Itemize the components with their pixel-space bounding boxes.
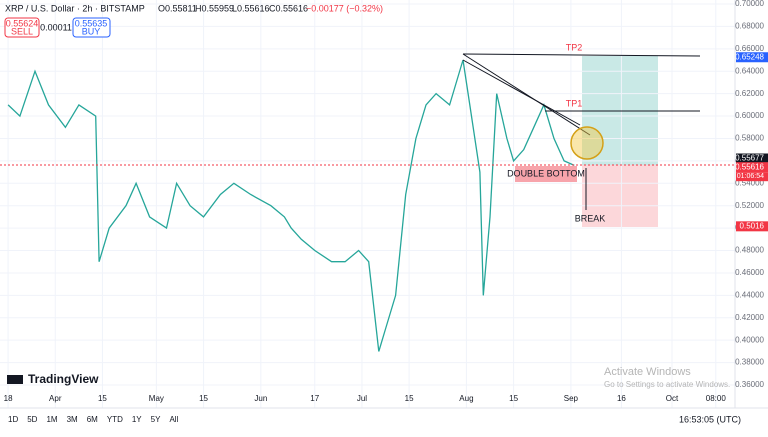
ohlc: H0.55959 [195, 3, 234, 13]
buy-label: BUY [82, 26, 101, 36]
symbol: XRP / U.S. Dollar · 2h · BITSTAMP [5, 3, 145, 13]
y-tick-label: 0.38000 [735, 358, 764, 367]
y-tick-label: 0.36000 [735, 380, 764, 389]
ohlc: O0.55811 [158, 3, 197, 13]
price-marker [736, 221, 768, 232]
y-tick-label: 0.64000 [735, 66, 764, 75]
x-tick-label: Oct [666, 394, 679, 403]
x-tick-label: Jul [357, 394, 367, 403]
annotation: TP1 [566, 98, 583, 108]
sell-price: 0.55624 [6, 18, 39, 28]
label-box [515, 166, 577, 182]
x-tick-label: 15 [509, 394, 518, 403]
annotation: TP2 [566, 42, 583, 52]
range-button[interactable]: 1D [8, 415, 18, 424]
range-button[interactable]: 3M [67, 415, 78, 424]
highlight-circle [570, 126, 604, 160]
sell-button[interactable] [4, 17, 40, 38]
header: XRP / U.S. Dollar · 2h · BITSTAMP O0.558… [4, 3, 383, 38]
clock: 16:53:05 (UTC) [679, 414, 741, 424]
range-button[interactable]: 6M [87, 415, 98, 424]
buy-button[interactable] [72, 17, 111, 38]
annotation: DOUBLE BOTTOM [507, 168, 585, 178]
buy-price: 0.55635 [75, 18, 108, 28]
range-button[interactable]: 5Y [151, 415, 161, 424]
x-tick-label: 18 [4, 394, 13, 403]
y-tick-label: 0.60000 [735, 111, 764, 120]
trend-line [462, 59, 581, 126]
price-marker [736, 153, 768, 164]
y-tick-label: 0.62000 [735, 89, 764, 98]
price-marker-label: 0.65248 [735, 52, 764, 61]
x-tick-label: Aug [459, 394, 473, 403]
x-tick-label: 15 [199, 394, 208, 403]
x-tick-label: 17 [310, 394, 319, 403]
y-tick-label: 0.70000 [735, 0, 764, 8]
x-tick-label: May [149, 394, 164, 403]
sell-label: SELL [11, 26, 33, 36]
y-tick-label: 0.40000 [735, 335, 764, 344]
x-tick-label: Jun [254, 394, 267, 403]
watermark: Go to Settings to activate Windows. [604, 380, 730, 389]
x-tick-label: Sep [564, 394, 579, 403]
annotation: BREAK [575, 213, 606, 223]
price-marker [736, 162, 768, 173]
y-tick-label: 0.54000 [735, 178, 764, 187]
range-button[interactable]: 1Y [132, 415, 142, 424]
loss-zone [582, 165, 658, 227]
countdown: 01:06:54 [737, 173, 764, 180]
y-tick-label: 0.68000 [735, 22, 764, 31]
drawings: DOUBLE BOTTOM TP2 TP1 BREAK [0, 42, 735, 223]
range-button[interactable]: All [169, 415, 178, 424]
y-tick-label: 0.48000 [735, 246, 764, 255]
trend-line [462, 53, 591, 136]
y-tick-label: 0.46000 [735, 268, 764, 277]
ohlc: C0.55616 [269, 3, 308, 13]
countdown-box [736, 172, 768, 182]
range-button[interactable]: 1M [46, 415, 57, 424]
spread: 0.00011 [40, 22, 72, 32]
range-button[interactable]: YTD [107, 415, 123, 424]
logo: TradingView [28, 372, 99, 386]
toolbar: 1D 5D 1M 3M 6M YTD 1Y 5Y All [8, 415, 179, 424]
price-marker-label: 0.55616 [735, 162, 764, 171]
tp2-line [462, 53, 701, 57]
logo-icon [7, 375, 23, 384]
x-tick-label: 15 [405, 394, 414, 403]
x-tick-label: 16 [617, 394, 626, 403]
price-marker-label: 0.55677 [735, 154, 764, 163]
y-tick-label: 0.58000 [735, 134, 764, 143]
change: −0.00177 (−0.32%) [306, 3, 383, 13]
range-button[interactable]: 5D [27, 415, 37, 424]
x-tick-label: Apr [49, 394, 62, 403]
x-tick-label: 08:00 [706, 394, 727, 403]
x-tick-label: 15 [98, 394, 107, 403]
price-marker-label: 0.5016 [740, 221, 765, 230]
y-tick-label: 0.66000 [735, 44, 764, 53]
y-tick-label: 0.52000 [735, 201, 764, 210]
watermark: Activate Windows [604, 366, 691, 378]
y-tick-label: 0.42000 [735, 313, 764, 322]
price-marker [736, 52, 768, 63]
ohlc: L0.55616 [232, 3, 270, 13]
y-tick-label: 0.44000 [735, 290, 764, 299]
price-line [7, 59, 575, 352]
